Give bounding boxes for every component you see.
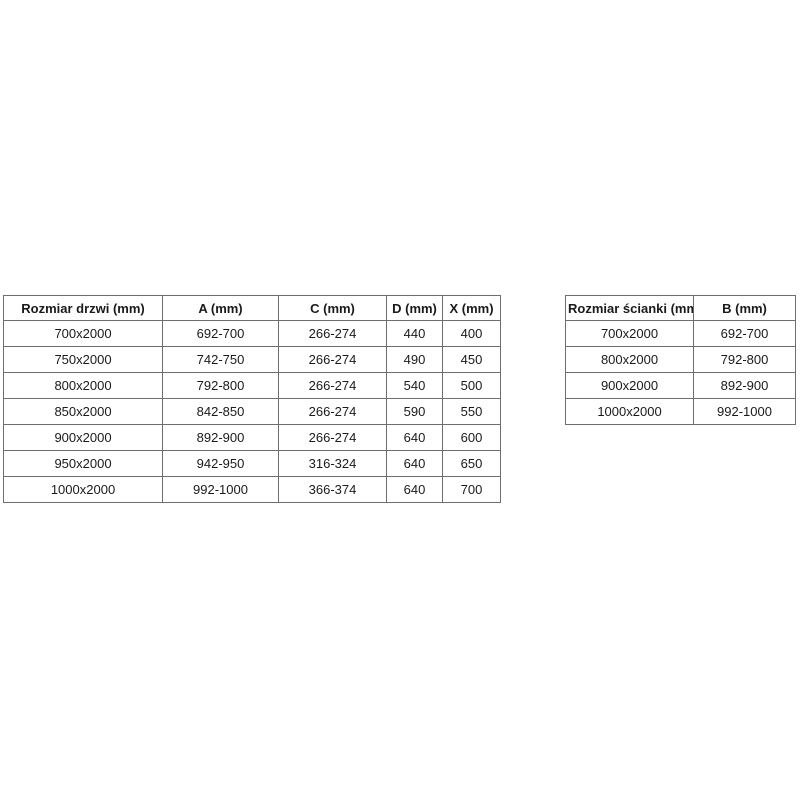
table-cell: 600 — [442, 424, 501, 451]
table-row: 750x2000 742-750 266-274 490 450 — [3, 346, 501, 373]
table-cell: 900x2000 — [3, 424, 163, 451]
table-row: 900x2000 892-900 — [565, 372, 796, 399]
table-cell: 700x2000 — [565, 320, 694, 347]
table-cell: 450 — [442, 346, 501, 373]
table-cell: 800x2000 — [565, 346, 694, 373]
table-cell: 366-374 — [278, 476, 387, 503]
table-cell: 692-700 — [162, 320, 279, 347]
column-header-b: B (mm) — [693, 295, 796, 321]
table-row: 700x2000 692-700 266-274 440 400 — [3, 320, 501, 347]
table-cell: 992-1000 — [693, 398, 796, 425]
table-cell: 700x2000 — [3, 320, 163, 347]
table-cell: 440 — [386, 320, 443, 347]
table-cell: 792-800 — [693, 346, 796, 373]
table-cell: 900x2000 — [565, 372, 694, 399]
table-cell: 892-900 — [693, 372, 796, 399]
table-cell: 640 — [386, 450, 443, 477]
table-cell: 540 — [386, 372, 443, 399]
column-header-rozmiar-scianki: Rozmiar ścianki (mm) — [565, 295, 694, 321]
column-header-rozmiar-drzwi: Rozmiar drzwi (mm) — [3, 295, 163, 321]
table-cell: 400 — [442, 320, 501, 347]
table-cell: 942-950 — [162, 450, 279, 477]
table-cell: 550 — [442, 398, 501, 425]
table-cell: 490 — [386, 346, 443, 373]
door-table-header-row: Rozmiar drzwi (mm) A (mm) C (mm) D (mm) … — [3, 295, 501, 321]
table-cell: 266-274 — [278, 320, 387, 347]
door-dimensions-table: Rozmiar drzwi (mm) A (mm) C (mm) D (mm) … — [3, 295, 501, 503]
table-cell: 800x2000 — [3, 372, 163, 399]
table-cell: 892-900 — [162, 424, 279, 451]
column-header-x: X (mm) — [442, 295, 501, 321]
column-header-a: A (mm) — [162, 295, 279, 321]
table-cell: 792-800 — [162, 372, 279, 399]
table-cell: 590 — [386, 398, 443, 425]
table-cell: 316-324 — [278, 450, 387, 477]
table-cell: 266-274 — [278, 424, 387, 451]
table-cell: 640 — [386, 424, 443, 451]
table-cell: 850x2000 — [3, 398, 163, 425]
table-row: 800x2000 792-800 266-274 540 500 — [3, 372, 501, 399]
table-cell: 700 — [442, 476, 501, 503]
table-cell: 692-700 — [693, 320, 796, 347]
table-cell: 750x2000 — [3, 346, 163, 373]
table-cell: 500 — [442, 372, 501, 399]
table-cell: 650 — [442, 450, 501, 477]
table-row: 950x2000 942-950 316-324 640 650 — [3, 450, 501, 477]
table-row: 850x2000 842-850 266-274 590 550 — [3, 398, 501, 425]
table-cell: 1000x2000 — [565, 398, 694, 425]
wall-table-header-row: Rozmiar ścianki (mm) B (mm) — [565, 295, 796, 321]
table-cell: 1000x2000 — [3, 476, 163, 503]
table-cell: 742-750 — [162, 346, 279, 373]
table-cell: 266-274 — [278, 372, 387, 399]
table-row: 900x2000 892-900 266-274 640 600 — [3, 424, 501, 451]
table-row: 800x2000 792-800 — [565, 346, 796, 373]
table-cell: 950x2000 — [3, 450, 163, 477]
table-cell: 842-850 — [162, 398, 279, 425]
table-cell: 992-1000 — [162, 476, 279, 503]
table-cell: 640 — [386, 476, 443, 503]
column-header-d: D (mm) — [386, 295, 443, 321]
wall-dimensions-table: Rozmiar ścianki (mm) B (mm) 700x2000 692… — [565, 295, 796, 425]
table-row: 1000x2000 992-1000 366-374 640 700 — [3, 476, 501, 503]
table-cell: 266-274 — [278, 346, 387, 373]
column-header-c: C (mm) — [278, 295, 387, 321]
table-cell: 266-274 — [278, 398, 387, 425]
table-row: 1000x2000 992-1000 — [565, 398, 796, 425]
table-row: 700x2000 692-700 — [565, 320, 796, 347]
